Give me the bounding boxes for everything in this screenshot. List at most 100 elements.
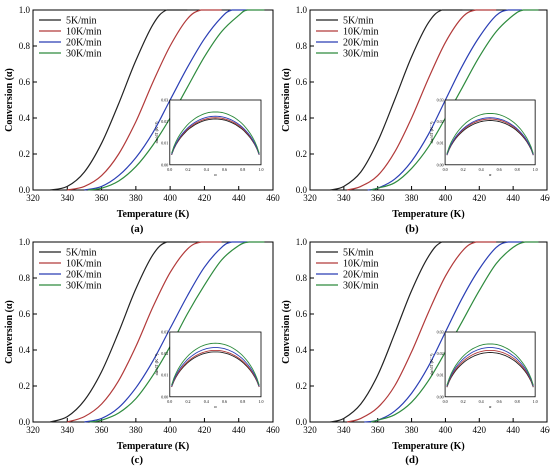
inset-curve-3 [446, 117, 534, 155]
x-tick-label: 320 [26, 425, 40, 435]
inset-curve-2 [171, 117, 260, 155]
y-tick-label: 0.6 [19, 77, 31, 87]
x-tick-label: 340 [61, 425, 75, 435]
x-tick-label: 460 [266, 193, 280, 203]
legend-label-2: 10K/min [66, 27, 102, 38]
legend-label-3: 20K/min [343, 270, 379, 281]
inset-x-tick-label: 0.2 [186, 167, 191, 172]
x-tick-label: 420 [198, 193, 212, 203]
inset-x-tick-label: 0.0 [167, 399, 172, 404]
inset-curve-2 [446, 349, 534, 387]
panel-1: 320 340 360 380 400 420 440 460 0.0 0.2 0.4 0.6 0.8 1… [4, 5, 280, 235]
x-axis-label: Temperature (K) [392, 209, 465, 220]
x-tick-label: 400 [439, 425, 453, 435]
inset-x-label: α [489, 172, 492, 177]
inset-x-tick-label: 0.4 [204, 167, 209, 172]
series-line-1 [330, 241, 463, 423]
x-tick-label: 340 [337, 193, 351, 203]
inset-y-tick-label: 0.00 [161, 394, 168, 399]
legend-label-1: 5K/min [343, 16, 374, 27]
x-tick-label: 380 [405, 425, 419, 435]
inset-curve-3 [446, 347, 534, 387]
series-line-3 [84, 241, 248, 423]
x-tick-label: 440 [506, 193, 520, 203]
inset-x-tick-label: 0.2 [461, 399, 466, 404]
inset-y-tick-label: 0.01 [161, 373, 168, 378]
inset-curve-1 [171, 118, 260, 156]
inset-y-tick-label: 0.03 [437, 98, 444, 103]
inset-y-tick-label: 0.00 [437, 162, 444, 167]
series-line-1 [330, 9, 463, 191]
inset-y-tick-label: 0.00 [437, 394, 444, 399]
legend-label-3: 20K/min [66, 38, 102, 49]
y-tick-label: 0.4 [19, 345, 31, 355]
panel-3: 320 340 360 380 400 420 440 460 0.0 0.2 0.4 0.6 0.8 1… [4, 237, 280, 466]
inset-curve-4 [171, 111, 260, 154]
y-tick-label: 0.6 [296, 77, 308, 87]
inset-x-tick-label: 0.0 [443, 167, 448, 172]
y-tick-label: 0.0 [19, 185, 31, 195]
x-tick-label: 460 [540, 425, 550, 435]
x-tick-label: 420 [198, 425, 212, 435]
series-line-2 [67, 241, 222, 423]
inset-x-tick-label: 0.6 [497, 399, 502, 404]
inset-y-label: dα/dT (K⁻¹) [429, 353, 434, 375]
inset-x-tick-label: 0.6 [497, 167, 502, 172]
legend-label-1: 5K/min [66, 248, 97, 259]
x-tick-label: 380 [405, 193, 419, 203]
y-tick-label: 0.8 [296, 273, 308, 283]
y-tick-label: 0.8 [296, 41, 308, 51]
legend-label-4: 30K/min [343, 49, 379, 60]
plot-frame [309, 9, 548, 191]
inset-x-tick-label: 0.6 [222, 399, 227, 404]
legend-label-2: 10K/min [343, 259, 379, 270]
x-tick-label: 420 [473, 193, 487, 203]
legend-label-4: 30K/min [66, 49, 102, 60]
inset-y-label: dα/dT (K⁻¹) [429, 121, 434, 143]
inset-y-tick-label: 0.03 [161, 98, 168, 103]
inset-curve-2 [446, 118, 534, 156]
x-tick-label: 320 [303, 425, 317, 435]
x-tick-label: 360 [371, 425, 385, 435]
inset-curve-3 [171, 347, 260, 387]
y-tick-label: 1.0 [19, 5, 31, 15]
inset-x-label: α [214, 172, 217, 177]
y-tick-label: 0.2 [296, 381, 307, 391]
y-axis-label: Conversion (α) [4, 300, 15, 364]
legend-label-4: 30K/min [66, 281, 102, 292]
inset-x-tick-label: 0.8 [515, 399, 520, 404]
legend-label-3: 20K/min [66, 270, 102, 281]
plot-frame [309, 241, 548, 423]
y-tick-label: 0.0 [296, 417, 308, 427]
y-tick-label: 1.0 [19, 237, 31, 247]
y-tick-label: 0.2 [19, 149, 30, 159]
x-tick-label: 340 [61, 193, 75, 203]
inset-frame [444, 99, 536, 166]
y-axis-label: Conversion (α) [4, 68, 15, 132]
x-tick-label: 320 [26, 193, 40, 203]
inset-x-tick-label: 0.0 [167, 167, 172, 172]
inset-curve-4 [171, 342, 260, 386]
inset-x-tick-label: 1.0 [533, 167, 538, 172]
legend-label-2: 10K/min [343, 27, 379, 38]
x-axis-label: Temperature (K) [117, 209, 190, 220]
inset-y-tick-label: 0.02 [161, 119, 168, 124]
series-line-4 [89, 241, 265, 423]
inset-curve-1 [171, 351, 260, 388]
inset-x-tick-label: 0.8 [515, 167, 520, 172]
inset-x-tick-label: 0.8 [240, 399, 245, 404]
inset-x-tick-label: 0.6 [222, 167, 227, 172]
y-tick-label: 0.8 [19, 273, 31, 283]
series-line-2 [67, 9, 222, 191]
y-tick-label: 0.6 [19, 309, 31, 319]
legend-label-1: 5K/min [343, 248, 374, 259]
inset-x-tick-label: 0.4 [204, 399, 209, 404]
y-tick-label: 0.8 [19, 41, 31, 51]
y-tick-label: 0.0 [19, 417, 31, 427]
plot-frame [32, 241, 274, 423]
x-tick-label: 320 [303, 193, 317, 203]
panel-label: (b) [405, 223, 419, 235]
plot-frame [32, 9, 274, 191]
panel-label: (d) [405, 454, 419, 466]
inset-y-label: dα/dT (K⁻¹) [154, 121, 159, 143]
